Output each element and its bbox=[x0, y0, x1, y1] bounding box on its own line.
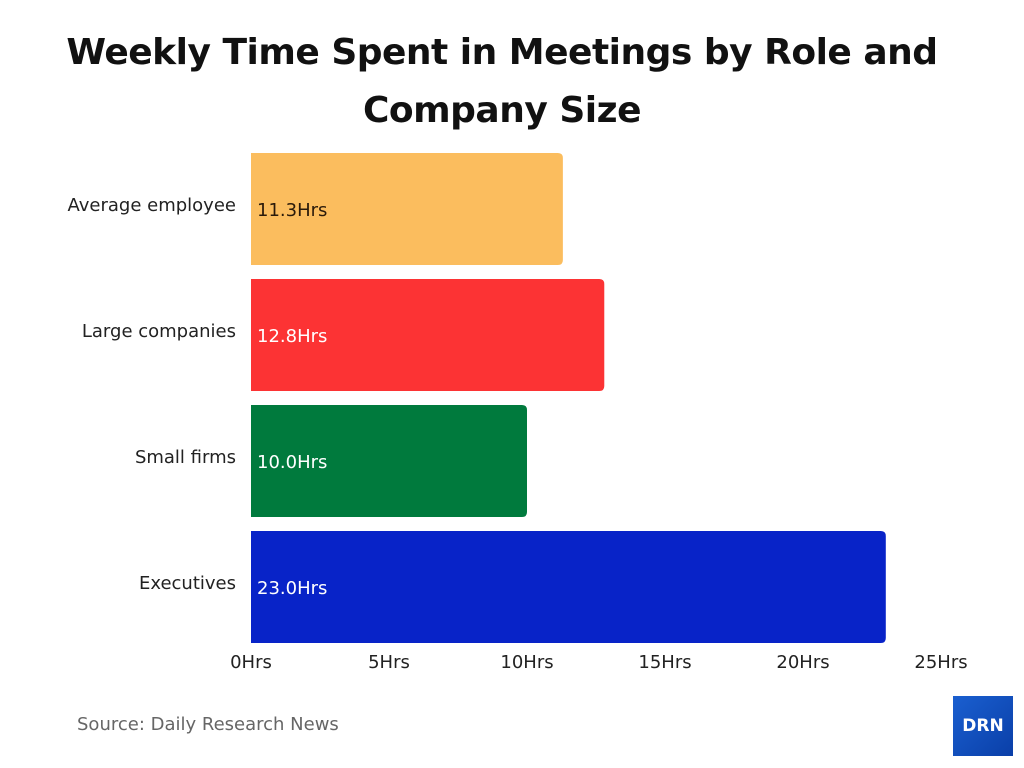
category-label: Large companies bbox=[82, 321, 236, 342]
x-tick-label: 15Hrs bbox=[638, 652, 691, 673]
category-label: Average employee bbox=[68, 195, 237, 216]
category-label: Executives bbox=[139, 573, 236, 594]
chart-title: Weekly Time Spent in Meetings by Role an… bbox=[66, 32, 938, 131]
bar bbox=[251, 279, 605, 391]
data-label: 23.0Hrs bbox=[257, 578, 327, 599]
x-tick-label: 10Hrs bbox=[500, 652, 553, 673]
source-note: Source: Daily Research News bbox=[77, 714, 339, 735]
x-tick-label: 5Hrs bbox=[368, 652, 410, 673]
data-label: 10.0Hrs bbox=[257, 452, 327, 473]
bar bbox=[251, 405, 527, 517]
category-label: Small firms bbox=[135, 447, 236, 468]
data-label: 11.3Hrs bbox=[257, 200, 327, 221]
x-tick-label: 0Hrs bbox=[230, 652, 272, 673]
x-tick-label: 25Hrs bbox=[914, 652, 967, 673]
x-tick-label: 20Hrs bbox=[776, 652, 829, 673]
data-label: 12.8Hrs bbox=[257, 326, 327, 347]
drn-logo: DRN bbox=[953, 696, 1013, 756]
bar bbox=[251, 153, 563, 265]
bar bbox=[251, 531, 886, 643]
